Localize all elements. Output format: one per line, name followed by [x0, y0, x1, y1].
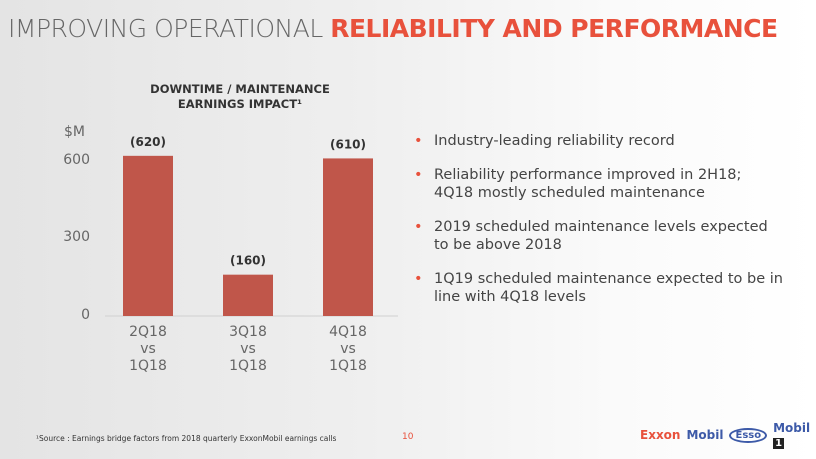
mobil1-one: 1 — [773, 438, 785, 449]
bar — [323, 158, 373, 316]
x-tick-label: 3Q18 vs 1Q18 — [229, 324, 267, 374]
bullet-item: Industry-leading reliability record — [414, 132, 784, 150]
mobil1-text: Mobil — [773, 421, 811, 435]
mobil1-logo: Mobil 1 — [773, 421, 816, 449]
bar-value-label: (610) — [330, 137, 366, 151]
bar-chart: (620) (160) (610) — [105, 135, 398, 317]
bar-value-label: (160) — [230, 254, 266, 268]
bullet-item: Reliability performance improved in 2H18… — [414, 166, 784, 202]
y-axis-unit: $M — [64, 124, 85, 140]
page-number: 10 — [402, 432, 414, 442]
bar — [223, 274, 273, 316]
bullet-item: 1Q19 scheduled maintenance expected to b… — [414, 270, 784, 306]
x-tick-label: 4Q18 vs 1Q18 — [329, 324, 367, 374]
mobil-logo: Mobil — [686, 428, 724, 442]
footnote: ¹Source : Earnings bridge factors from 2… — [36, 434, 337, 443]
bullet-list: Industry-leading reliability record Reli… — [414, 132, 784, 322]
page-title: IMPROVING OPERATIONAL RELIABILITY AND PE… — [8, 14, 778, 43]
x-tick-label: 2Q18 vs 1Q18 — [129, 324, 167, 374]
y-tick: 300 — [63, 229, 90, 245]
title-part1: IMPROVING OPERATIONAL — [8, 14, 331, 43]
chart-title: DOWNTIME / MAINTENANCE EARNINGS IMPACT¹ — [150, 82, 330, 111]
title-highlight: RELIABILITY AND PERFORMANCE — [330, 14, 778, 43]
brand-logos: Exxon Mobil Esso Mobil 1 — [640, 421, 816, 449]
esso-logo: Esso — [729, 427, 768, 443]
bar-value-label: (620) — [130, 135, 166, 149]
y-tick: 0 — [81, 307, 90, 323]
exxon-logo: Exxon — [640, 428, 681, 442]
bar — [123, 155, 173, 316]
y-tick: 600 — [63, 152, 90, 168]
bullet-item: 2019 scheduled maintenance levels expect… — [414, 218, 784, 254]
